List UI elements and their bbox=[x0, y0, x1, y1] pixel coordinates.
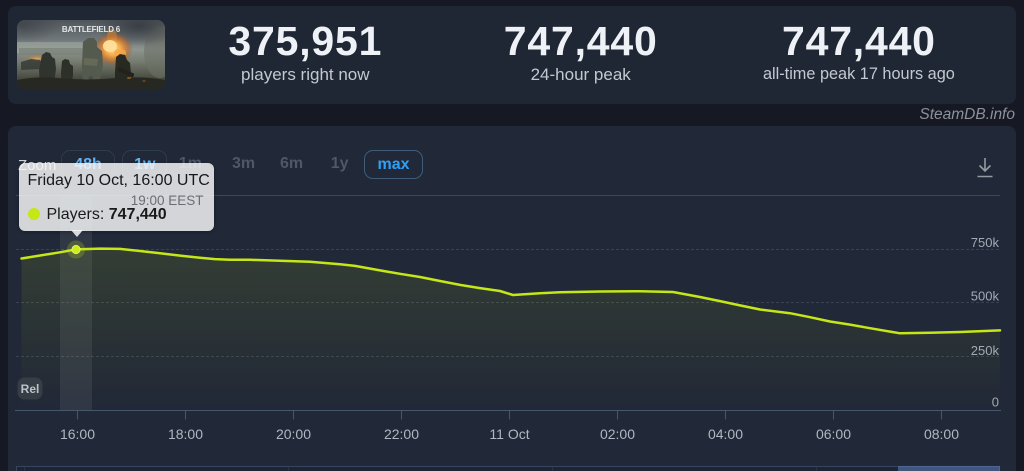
svg-text:20:00: 20:00 bbox=[276, 426, 311, 442]
svg-text:750k: 750k bbox=[971, 235, 1000, 250]
svg-text:18:00: 18:00 bbox=[168, 426, 203, 442]
svg-text:02:00: 02:00 bbox=[600, 426, 635, 442]
svg-text:Rel: Rel bbox=[21, 382, 40, 396]
svg-text:06:00: 06:00 bbox=[816, 426, 851, 442]
svg-text:11 Oct: 11 Oct bbox=[489, 426, 529, 442]
svg-text:04:00: 04:00 bbox=[708, 426, 743, 442]
svg-text:250k: 250k bbox=[971, 343, 1000, 358]
svg-text:500k: 500k bbox=[971, 289, 1000, 304]
svg-text:16:00: 16:00 bbox=[60, 426, 95, 442]
svg-text:22:00: 22:00 bbox=[384, 426, 419, 442]
svg-text:0: 0 bbox=[992, 395, 999, 410]
svg-text:08:00: 08:00 bbox=[924, 426, 959, 442]
